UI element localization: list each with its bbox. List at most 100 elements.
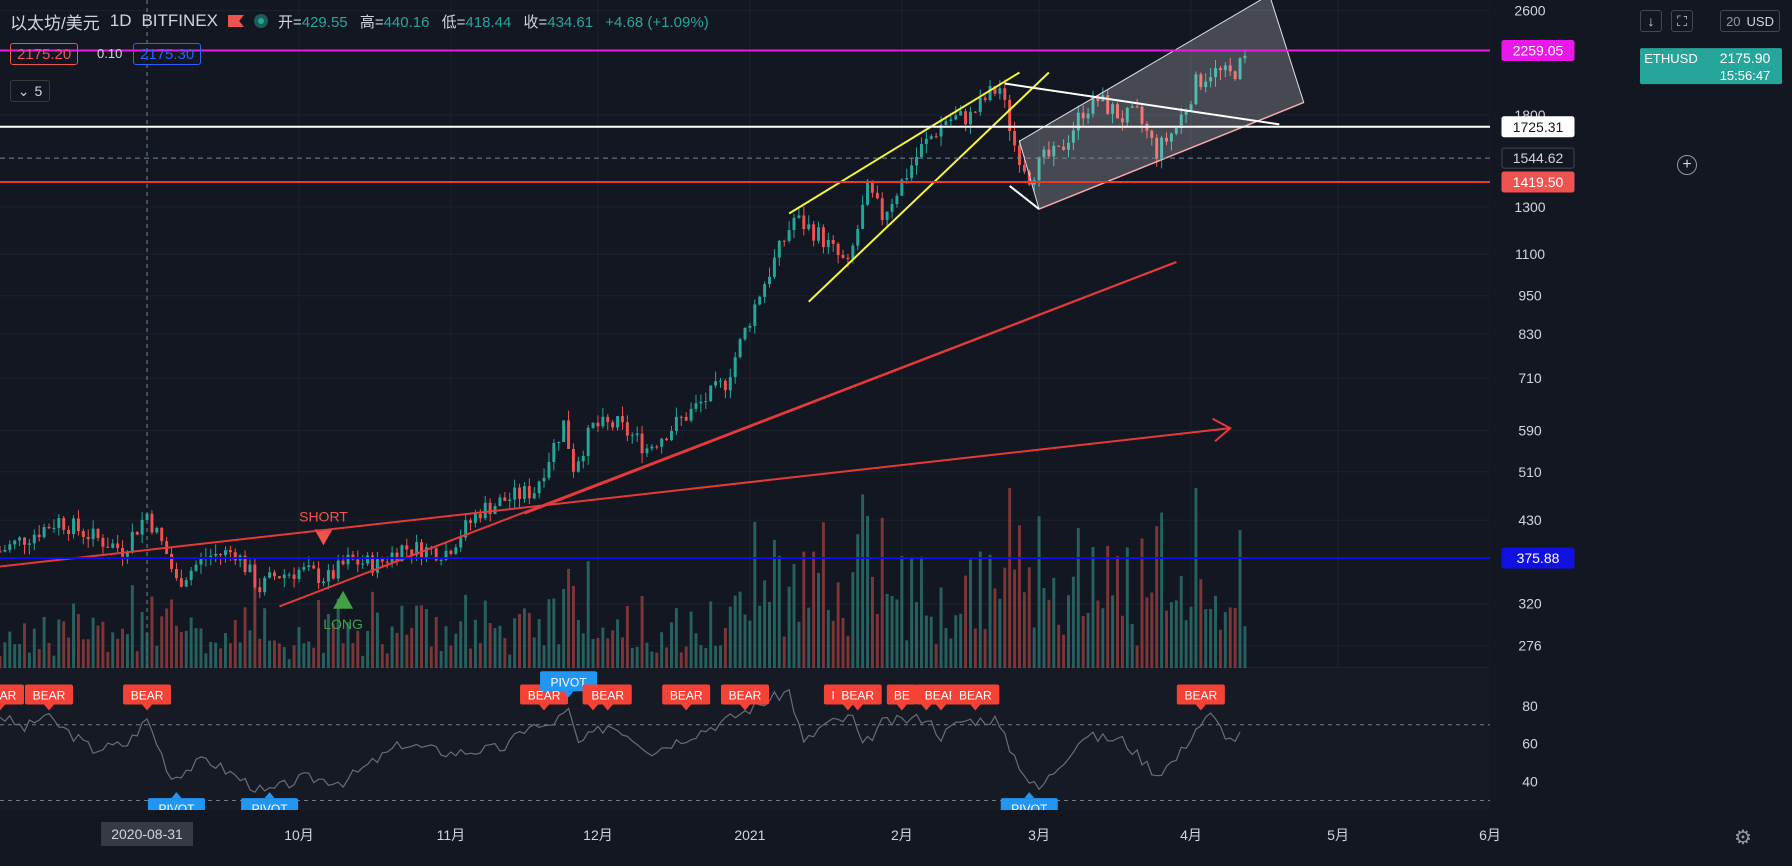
candle-body[interactable] [184,580,188,587]
candle-body[interactable] [934,136,938,138]
candle-body[interactable] [302,567,306,570]
candle-body[interactable] [287,574,291,576]
candle-body[interactable] [1135,106,1139,108]
candle-body[interactable] [52,527,56,529]
candle-body[interactable] [233,552,237,561]
bear-marker[interactable] [1176,684,1225,705]
candle-body[interactable] [1160,137,1164,159]
candle-body[interactable] [111,543,115,548]
candle-body[interactable] [606,416,610,423]
candle-body[interactable] [1111,104,1115,114]
candle-body[interactable] [527,486,531,499]
candle-body[interactable] [817,227,820,241]
candle-body[interactable] [655,446,659,448]
candle-body[interactable] [679,416,683,418]
candle-body[interactable] [777,240,781,258]
candle-body[interactable] [395,552,399,562]
candle-body[interactable] [268,572,272,578]
candle-body[interactable] [586,427,590,456]
candle-body[interactable] [665,438,669,441]
candle-body[interactable] [32,534,36,544]
candle-body[interactable] [625,422,629,436]
candle-body[interactable] [978,97,982,113]
candle-body[interactable] [322,581,325,584]
bear-marker[interactable] [25,684,74,705]
candle-body[interactable] [939,124,943,137]
candle-body[interactable] [361,563,365,565]
trend-line[interactable] [1009,185,1040,210]
candle-body[interactable] [498,497,502,507]
candle-body[interactable] [944,121,948,125]
candle-body[interactable] [72,518,75,535]
candle-body[interactable] [733,357,737,378]
candle-body[interactable] [959,111,963,116]
candle-body[interactable] [787,230,791,241]
candle-body[interactable] [1140,106,1144,124]
candle-body[interactable] [0,551,2,553]
candle-body[interactable] [356,559,360,565]
candle-body[interactable] [875,192,879,199]
gear-icon[interactable]: ⚙ [1734,827,1752,849]
candle-body[interactable] [635,433,639,436]
candle-body[interactable] [140,519,144,535]
candle-body[interactable] [67,529,71,535]
candle-body[interactable] [1243,55,1247,59]
candle-body[interactable] [802,215,806,230]
candle-body[interactable] [552,443,556,462]
candle-body[interactable] [1062,146,1066,150]
candle-body[interactable] [1081,112,1085,119]
candle-body[interactable] [125,551,129,557]
candle-body[interactable] [1189,104,1193,111]
candle-body[interactable] [194,564,198,571]
candle-body[interactable] [400,545,404,562]
candle-body[interactable] [821,227,825,248]
price-channel[interactable] [1018,0,1305,210]
candle-body[interactable] [861,204,865,229]
candle-body[interactable] [258,587,262,593]
candle-body[interactable] [518,487,522,499]
candle-body[interactable] [812,224,816,241]
candle-body[interactable] [581,455,585,462]
candle-body[interactable] [81,530,85,537]
candle-body[interactable] [57,518,61,528]
candle-body[interactable] [263,577,267,593]
candle-body[interactable] [228,550,232,553]
candle-body[interactable] [1037,157,1041,181]
indicator-toggle-button[interactable]: ⌄ 5 [10,80,50,102]
candle-body[interactable] [273,572,276,577]
candle-body[interactable] [998,88,1002,94]
bear-marker[interactable] [123,684,172,705]
candle-body[interactable] [831,239,835,244]
candle-body[interactable] [674,416,678,431]
candle-body[interactable] [420,542,423,560]
candle-body[interactable] [792,217,796,231]
candle-body[interactable] [434,548,438,561]
candle-body[interactable] [919,143,923,158]
trend-line[interactable] [808,71,1050,303]
candle-body[interactable] [1106,95,1110,114]
candle-body[interactable] [459,537,463,548]
candle-body[interactable] [424,547,428,560]
flag-icon[interactable] [227,15,244,27]
candle-body[interactable] [591,422,595,428]
candle-body[interactable] [385,561,389,563]
candle-body[interactable] [684,416,688,421]
candle-body[interactable] [23,537,26,545]
candle-body[interactable] [415,542,419,556]
candle-body[interactable] [346,554,350,565]
candle-body[interactable] [611,422,615,428]
candle-body[interactable] [1209,77,1213,82]
candle-body[interactable] [483,502,487,519]
candle-body[interactable] [728,377,732,391]
candle-body[interactable] [1199,74,1203,88]
candle-body[interactable] [1008,99,1012,132]
candle-body[interactable] [13,540,17,545]
candle-body[interactable] [719,380,722,382]
trend-line[interactable] [1004,82,1280,126]
candle-body[interactable] [714,381,718,386]
candle-body[interactable] [885,211,889,220]
candle-body[interactable] [964,111,968,125]
candle-body[interactable] [851,245,855,260]
candle-body[interactable] [988,86,992,101]
candle-body[interactable] [449,550,453,554]
